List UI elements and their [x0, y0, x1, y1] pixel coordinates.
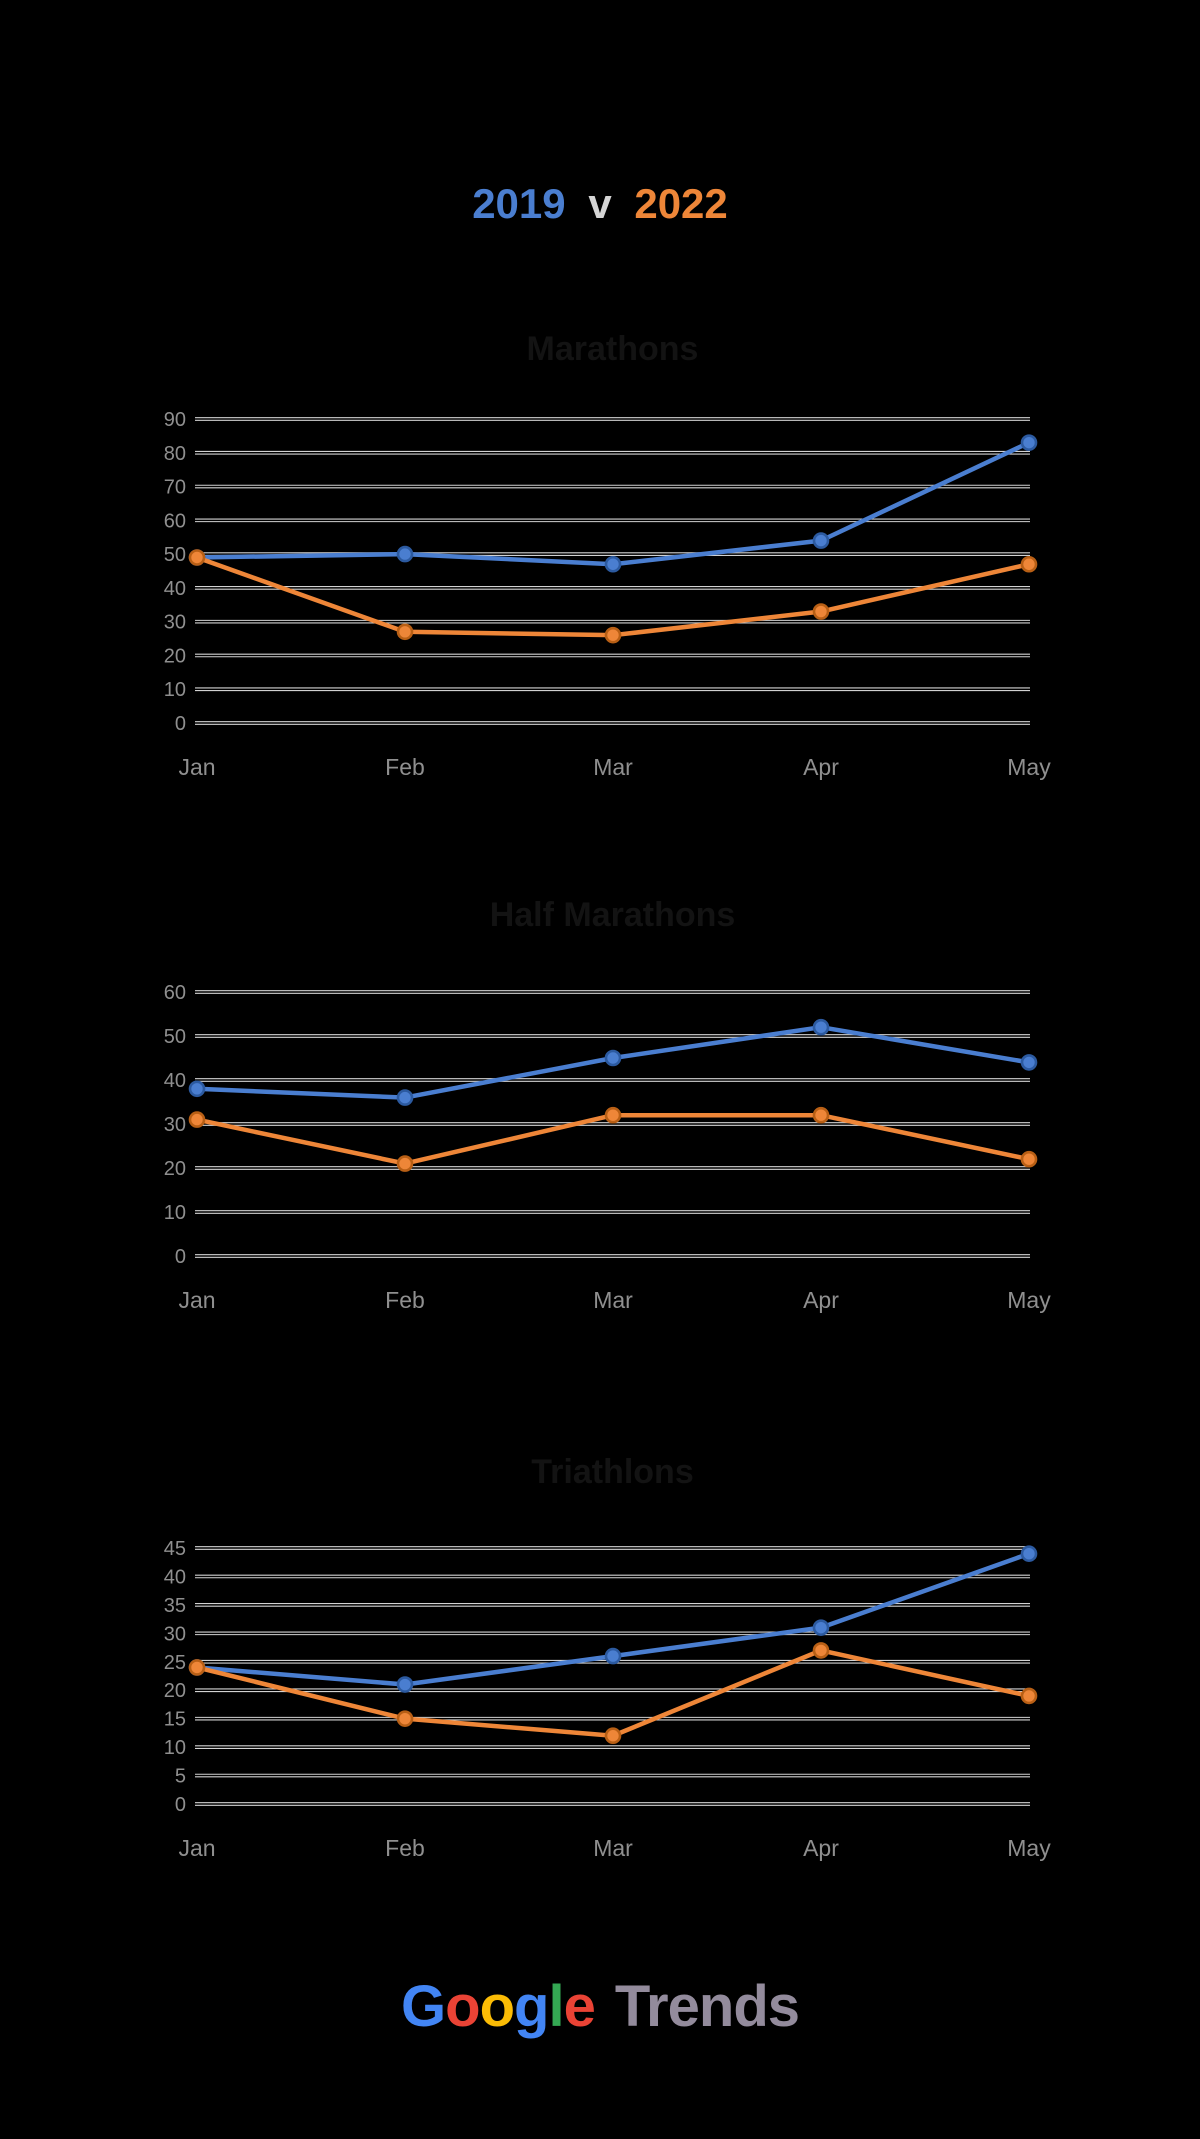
google-trends-logo: Google Trends — [0, 1972, 1200, 2042]
series-2022-point-Jan — [188, 549, 206, 566]
logo-google-wordmark: Google — [401, 1974, 596, 2039]
series-2019-line — [194, 440, 1032, 567]
series-2022-point-Apr — [812, 1642, 830, 1659]
x-axis-month-label: May — [1007, 1835, 1051, 1861]
y-axis-tick-label: 40 — [164, 578, 186, 600]
x-axis-month-label: Mar — [593, 754, 633, 780]
y-axis-tick-label: 20 — [164, 1680, 186, 1702]
chart-title-triathlons: Triathlons — [531, 1453, 694, 1491]
x-axis-month-label: Feb — [385, 754, 425, 780]
y-axis-tick-label: 10 — [164, 1202, 186, 1224]
x-axis-month-label: Feb — [385, 1835, 425, 1861]
x-axis-month-label: May — [1007, 754, 1051, 780]
series-2019-point-Feb — [396, 545, 414, 563]
y-axis-tick-label: 45 — [164, 1538, 186, 1560]
x-axis-month-label: Feb — [385, 1287, 425, 1313]
y-axis-tick-label: 50 — [164, 544, 186, 566]
y-axis-tick-label: 15 — [164, 1709, 186, 1731]
logo-letter: o — [445, 1974, 480, 2039]
series-2019-point-May — [1020, 1545, 1038, 1562]
y-axis-tick-label: 25 — [164, 1652, 186, 1674]
series-2022-point-Jan — [188, 1659, 206, 1676]
x-axis-month-label: May — [1007, 1287, 1051, 1313]
title-year-2022: 2022 — [634, 180, 728, 227]
y-axis-tick-label: 0 — [175, 1246, 186, 1268]
series-2019-point-Apr — [812, 532, 830, 549]
y-axis-tick-label: 20 — [164, 1158, 186, 1180]
series-2019-point-May — [1020, 1054, 1038, 1071]
title-separator: v — [588, 180, 612, 227]
series-2022-point-May — [1020, 555, 1038, 573]
y-axis-tick-label: 90 — [164, 409, 186, 431]
y-axis-tick-label: 60 — [164, 510, 186, 532]
series-2019-point-Mar — [604, 1049, 622, 1067]
series-2022-point-May — [1020, 1150, 1038, 1168]
y-axis-tick-label: 20 — [164, 645, 186, 667]
y-axis-tick-label: 30 — [164, 1623, 186, 1645]
series-2022-point-Mar — [604, 626, 622, 644]
x-axis-month-label: Mar — [593, 1287, 633, 1313]
title-year-2019: 2019 — [472, 180, 566, 227]
series-2019-point-Apr — [812, 1018, 830, 1036]
x-axis-month-label: Mar — [593, 1835, 633, 1861]
series-2022-point-Mar — [604, 1106, 622, 1124]
y-axis-tick-label: 40 — [164, 1070, 186, 1092]
x-axis-month-label: Apr — [803, 1835, 839, 1861]
series-2022-point-Apr — [812, 1106, 830, 1124]
x-axis-month-label: Jan — [178, 754, 215, 780]
y-axis-tick-label: 35 — [164, 1595, 186, 1617]
y-axis-tick-label: 10 — [164, 679, 186, 701]
y-axis-tick-label: 40 — [164, 1566, 186, 1588]
x-axis-month-label: Jan — [178, 1835, 215, 1861]
y-axis-tick-label: 50 — [164, 1026, 186, 1048]
y-axis-tick-label: 70 — [164, 477, 186, 499]
logo-letter: e — [563, 1974, 596, 2039]
logo-letter: G — [401, 1974, 446, 2039]
chart-title-marathons: Marathons — [526, 330, 699, 368]
series-2022-point-Apr — [812, 603, 830, 620]
series-2022-point-May — [1020, 1687, 1038, 1705]
chart-title-half-marathons: Half Marathons — [489, 896, 736, 934]
series-2019-point-May — [1020, 434, 1038, 451]
logo-letter: o — [479, 1974, 515, 2039]
series-2022-point-Feb — [396, 623, 414, 641]
logo-trends-wordmark: Trends — [614, 1974, 800, 2039]
series-2019-point-Mar — [604, 555, 622, 573]
y-axis-tick-label: 30 — [164, 612, 186, 634]
logo-letter: g — [514, 1974, 549, 2039]
y-axis-tick-label: 30 — [164, 1114, 186, 1136]
x-axis-month-label: Apr — [803, 754, 839, 780]
y-axis-tick-label: 60 — [164, 982, 186, 1004]
series-2019-point-Jan — [188, 1080, 206, 1098]
series-2022-point-Mar — [604, 1727, 622, 1745]
series-2022-point-Feb — [396, 1155, 414, 1172]
series-2019-line — [194, 1551, 1032, 1687]
x-axis-month-label: Apr — [803, 1287, 839, 1313]
page-title: 2019 v 2022 — [0, 180, 1200, 228]
y-axis-tick-label: 5 — [175, 1766, 186, 1788]
series-2019-point-Apr — [812, 1619, 830, 1636]
y-axis-tick-label: 80 — [164, 443, 186, 465]
x-axis-month-label: Jan — [178, 1287, 215, 1313]
series-2019-point-Feb — [396, 1676, 414, 1693]
logo-letter: l — [548, 1974, 564, 2039]
y-axis-tick-label: 10 — [164, 1737, 186, 1759]
series-2022-point-Jan — [188, 1111, 206, 1128]
y-axis-tick-label: 0 — [175, 1794, 186, 1816]
y-axis-tick-label: 0 — [175, 713, 186, 735]
series-2019-point-Feb — [396, 1089, 414, 1106]
series-2022-point-Feb — [396, 1710, 414, 1727]
series-2019-point-Mar — [604, 1647, 622, 1665]
